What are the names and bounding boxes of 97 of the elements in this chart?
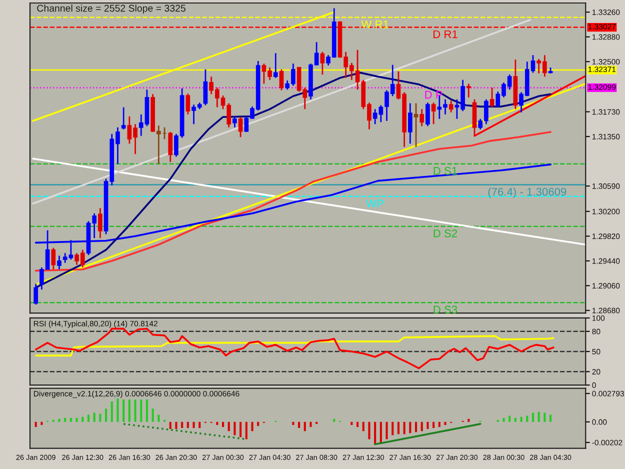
candlestick bbox=[273, 52, 278, 79]
candlestick bbox=[238, 116, 243, 138]
bar bbox=[514, 418, 516, 422]
candlestick bbox=[98, 207, 102, 239]
annotation: D R1 bbox=[434, 30, 458, 38]
bar bbox=[216, 422, 218, 425]
bar bbox=[82, 416, 84, 422]
candlestick bbox=[156, 124, 161, 165]
annotation: WP bbox=[366, 200, 384, 208]
bar bbox=[245, 422, 248, 440]
line-series bbox=[34, 328, 554, 370]
bar bbox=[158, 414, 160, 422]
candlestick bbox=[426, 102, 430, 127]
bar bbox=[222, 422, 224, 427]
annotation: W R1 bbox=[361, 20, 388, 28]
bar bbox=[110, 402, 113, 422]
bar bbox=[146, 400, 148, 422]
candlestick bbox=[279, 68, 284, 91]
bar bbox=[228, 422, 230, 432]
bar bbox=[40, 422, 43, 425]
bar bbox=[181, 422, 184, 428]
bar bbox=[444, 422, 446, 425]
bar bbox=[380, 422, 382, 444]
candlestick bbox=[408, 102, 412, 144]
bar bbox=[93, 412, 96, 422]
candlestick bbox=[232, 116, 237, 128]
bar bbox=[414, 422, 418, 432]
bar bbox=[426, 422, 429, 430]
bar bbox=[392, 422, 394, 436]
bar bbox=[502, 418, 505, 422]
candlestick bbox=[57, 255, 62, 270]
bar bbox=[64, 418, 66, 422]
candlestick bbox=[203, 68, 208, 106]
bar bbox=[544, 412, 546, 422]
bar bbox=[105, 408, 108, 422]
bar bbox=[128, 400, 130, 422]
bar bbox=[538, 412, 540, 422]
bar bbox=[532, 412, 534, 422]
bar bbox=[310, 422, 312, 427]
bar bbox=[432, 422, 435, 428]
bar bbox=[140, 400, 142, 422]
bar bbox=[192, 422, 195, 428]
bar bbox=[368, 422, 370, 440]
annotation: D S2 bbox=[434, 229, 458, 238]
bar bbox=[70, 418, 72, 422]
bar bbox=[508, 416, 511, 422]
candlestick bbox=[34, 283, 38, 306]
bar bbox=[550, 414, 552, 422]
candlestick bbox=[420, 108, 424, 127]
bar bbox=[526, 416, 528, 422]
bar bbox=[198, 422, 201, 428]
bar bbox=[175, 422, 178, 430]
candlestick bbox=[466, 83, 471, 98]
bar bbox=[257, 422, 260, 426]
bar bbox=[362, 422, 364, 432]
bar bbox=[122, 400, 125, 422]
candlestick bbox=[490, 86, 494, 108]
candlestick bbox=[320, 51, 325, 76]
annotation: D S3 bbox=[434, 306, 458, 314]
bar bbox=[420, 422, 423, 432]
candlestick bbox=[431, 102, 436, 125]
bar bbox=[298, 422, 300, 428]
bar bbox=[169, 422, 172, 430]
candlestick bbox=[51, 247, 56, 270]
bar bbox=[403, 422, 406, 434]
annotation: D S1 bbox=[434, 166, 458, 175]
bar bbox=[99, 414, 102, 422]
annotation: Channel size = 2552 Slope = 3325 bbox=[37, 4, 186, 14]
bar bbox=[468, 418, 470, 422]
bar bbox=[374, 422, 376, 444]
bar bbox=[333, 418, 336, 422]
candlestick bbox=[168, 131, 173, 163]
bar bbox=[116, 398, 119, 422]
bar bbox=[397, 422, 400, 434]
candlestick bbox=[121, 106, 126, 130]
bar bbox=[386, 422, 388, 440]
bar bbox=[186, 422, 189, 428]
bar bbox=[350, 422, 353, 425]
bar bbox=[251, 422, 254, 432]
bar bbox=[58, 418, 60, 422]
bar bbox=[438, 422, 440, 427]
bar bbox=[76, 418, 78, 422]
bar bbox=[520, 416, 522, 422]
bar bbox=[152, 408, 154, 422]
bar bbox=[292, 422, 294, 425]
candlestick bbox=[186, 92, 190, 116]
bar bbox=[234, 422, 236, 436]
bar bbox=[87, 414, 90, 422]
bar bbox=[304, 422, 306, 432]
line-series bbox=[34, 335, 554, 356]
bar bbox=[240, 422, 242, 438]
candlestick bbox=[448, 100, 454, 114]
bar bbox=[134, 400, 136, 422]
candlestick bbox=[414, 102, 418, 148]
bar bbox=[34, 422, 37, 427]
bar bbox=[409, 422, 412, 434]
bar bbox=[356, 422, 359, 427]
